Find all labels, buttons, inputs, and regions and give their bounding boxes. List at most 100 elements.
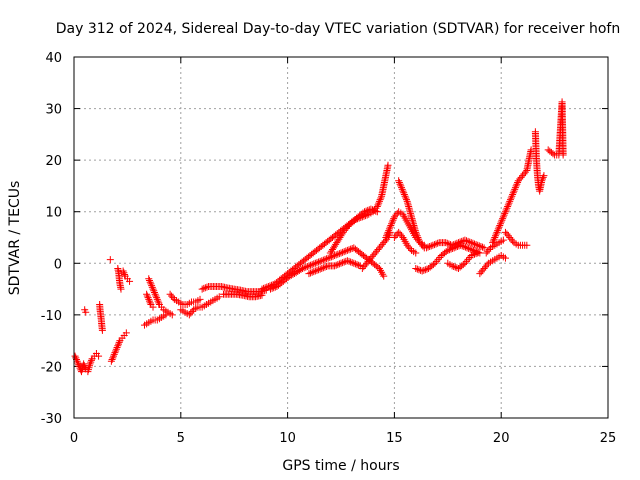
data-point-fill: [496, 221, 504, 229]
data-point-fill: [462, 257, 470, 265]
y-tick-label: 20: [45, 154, 62, 169]
data-point: [71, 352, 79, 360]
data-point-fill: [415, 266, 423, 274]
data-point: [119, 267, 127, 275]
data-point-fill: [388, 220, 396, 228]
data-point-fill: [75, 361, 83, 369]
data-point-fill: [458, 237, 466, 245]
data-point-fill: [357, 214, 365, 222]
data-point: [395, 177, 403, 185]
data-point-fill: [111, 349, 119, 357]
data-point: [429, 241, 437, 249]
data-point-fill: [506, 196, 514, 204]
data-point-fill: [520, 170, 528, 178]
data-point-fill: [365, 256, 373, 264]
data-point-fill: [268, 284, 276, 292]
data-point-fill: [381, 237, 389, 245]
data-point: [145, 295, 153, 303]
data-point-fill: [372, 262, 380, 270]
data-point-fill: [173, 297, 181, 305]
data-point: [489, 239, 497, 247]
data-point-fill: [377, 194, 385, 202]
data-point-fill: [440, 239, 448, 247]
x-tick-label: 20: [493, 431, 510, 446]
y-tick-label: 10: [45, 206, 62, 221]
data-point-fill: [339, 259, 347, 267]
data-point: [258, 285, 266, 293]
data-point-fill: [85, 362, 93, 370]
data-point-fill: [413, 265, 421, 273]
data-point-fill: [516, 175, 524, 183]
data-point-fill: [329, 262, 337, 270]
data-point-fill: [412, 230, 420, 238]
data-point-fill: [335, 250, 343, 258]
data-point-fill: [319, 264, 327, 272]
data-point-fill: [338, 230, 346, 238]
data-point-fill: [466, 238, 474, 246]
data-point-fill: [297, 265, 305, 273]
data-point-fill: [316, 257, 324, 265]
data-point-fill: [237, 291, 245, 299]
data-point-fill: [370, 251, 378, 259]
data-point: [422, 244, 430, 252]
data-point-fill: [373, 247, 381, 255]
data-point-fill: [143, 292, 151, 300]
data-point-fill: [179, 307, 187, 315]
data-point-fill: [491, 234, 499, 241]
data-point-fill: [484, 247, 492, 255]
data-point-fill: [383, 230, 391, 238]
data-point-fill: [302, 263, 310, 271]
data-point-fill: [303, 263, 311, 271]
data-point-fill: [504, 203, 512, 211]
data-point-fill: [464, 237, 472, 245]
data-point: [467, 239, 475, 247]
data-point-fill: [339, 248, 347, 256]
data-point-fill: [424, 243, 432, 251]
data-point-fill: [395, 178, 403, 186]
data-point-fill: [205, 299, 213, 307]
data-points: [71, 98, 567, 376]
data-point-fill: [375, 199, 383, 207]
data-point-fill: [222, 284, 230, 292]
data-point-fill: [342, 247, 350, 255]
data-point: [112, 347, 120, 355]
data-point-fill: [332, 261, 340, 269]
data-point-fill: [368, 252, 376, 260]
data-point: [337, 259, 345, 267]
data-point: [358, 264, 366, 272]
data-point-fill: [489, 237, 497, 245]
data-point-fill: [487, 258, 495, 266]
y-axis-label: SDTVAR / TECUs: [7, 181, 23, 296]
data-point-fill: [362, 212, 370, 220]
data-point-fill: [509, 237, 517, 245]
data-point-fill: [235, 286, 243, 294]
data-point-fill: [428, 262, 436, 270]
chart-title: Day 312 of 2024, Sidereal Day-to-day VTE…: [56, 21, 620, 37]
data-point-fill: [188, 307, 196, 315]
data-point-fill: [466, 245, 474, 253]
data-point-fill: [115, 340, 122, 348]
data-point-fill: [559, 149, 567, 157]
data-point-fill: [521, 241, 529, 249]
data-point: [480, 244, 488, 252]
data-point-fill: [319, 241, 327, 249]
data-point-fill: [331, 242, 339, 250]
data-point: [395, 228, 403, 236]
data-point-fill: [143, 320, 151, 328]
data-point-fill: [477, 268, 485, 276]
data-point-fill: [108, 356, 116, 364]
data-point: [412, 264, 420, 272]
data-point-fill: [200, 302, 208, 310]
data-point: [375, 244, 383, 252]
data-point-fill: [400, 189, 408, 197]
data-point-fill: [260, 284, 268, 292]
y-tick-label: -20: [41, 360, 62, 375]
data-point-fill: [397, 209, 405, 217]
data-point-fill: [407, 211, 415, 219]
data-point-fill: [145, 297, 153, 305]
data-point-fill: [398, 232, 406, 240]
data-point-fill: [538, 175, 546, 183]
data-point-fill: [340, 248, 348, 256]
data-point-fill: [326, 253, 334, 261]
